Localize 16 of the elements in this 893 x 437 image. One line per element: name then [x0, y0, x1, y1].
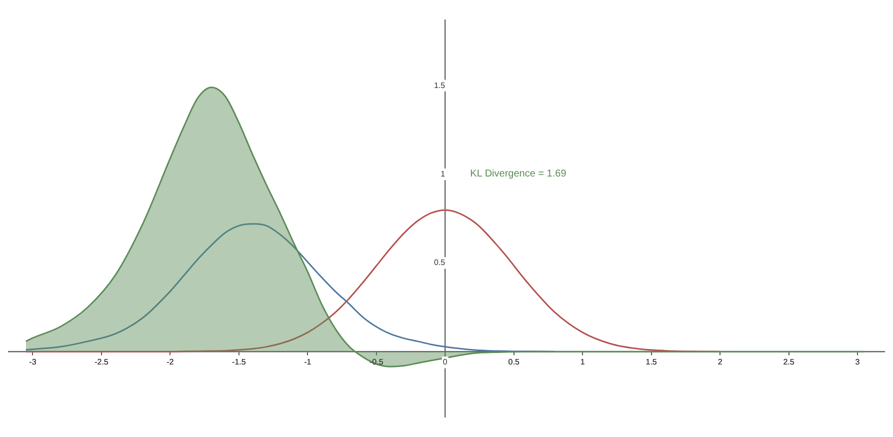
annotation: KL Divergence = 1.69 [470, 168, 567, 180]
y-tick-label: 1.5 [434, 80, 446, 90]
x-tick-label: -1 [304, 358, 312, 367]
x-tick-label: 0 [442, 358, 448, 367]
x-tick-label: -3 [29, 358, 37, 367]
x-tick-label: 0.5 [508, 358, 520, 367]
x-tick-label: 1 [580, 358, 586, 367]
x-tick-label: 2 [718, 358, 723, 367]
y-tick-label: 1 [440, 169, 446, 178]
x-tick-label: -2.5 [94, 358, 109, 367]
x-tick-label: 3 [855, 358, 860, 367]
x-tick-label: 2.5 [783, 358, 795, 367]
x-tick-label: 1.5 [646, 358, 658, 367]
x-tick-label: -1.5 [232, 358, 246, 367]
x-tick-label: -2 [166, 358, 174, 367]
y-tick-label: 0.5 [434, 258, 446, 268]
